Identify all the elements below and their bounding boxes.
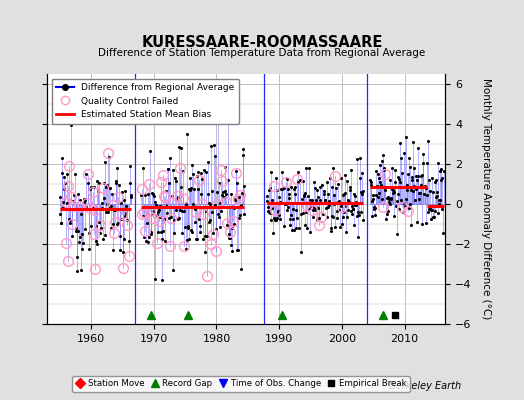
Legend: Station Move, Record Gap, Time of Obs. Change, Empirical Break: Station Move, Record Gap, Time of Obs. C… [72,376,410,392]
Text: Difference of Station Temperature Data from Regional Average: Difference of Station Temperature Data f… [99,48,425,58]
Text: Berkeley Earth: Berkeley Earth [389,381,461,391]
Legend: Difference from Regional Average, Quality Control Failed, Estimated Station Mean: Difference from Regional Average, Qualit… [52,78,239,124]
Y-axis label: Monthly Temperature Anomaly Difference (°C): Monthly Temperature Anomaly Difference (… [481,78,491,320]
Text: KURESSAARE-ROOMASSAARE: KURESSAARE-ROOMASSAARE [141,35,383,50]
